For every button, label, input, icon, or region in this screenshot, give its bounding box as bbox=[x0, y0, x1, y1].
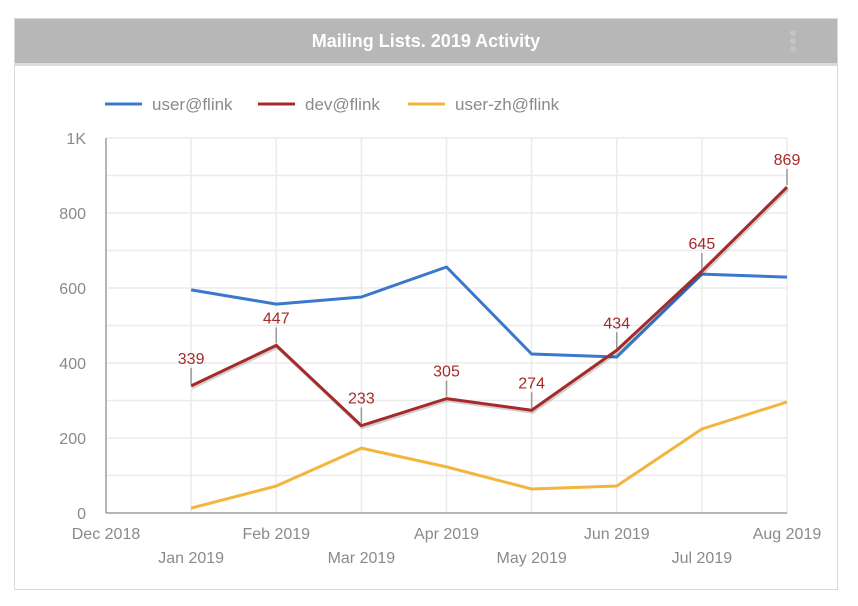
series-line-dev-flink bbox=[190, 186, 789, 428]
data-label: 434 bbox=[603, 315, 630, 332]
legend-label: user@flink bbox=[152, 95, 233, 114]
y-tick-label: 0 bbox=[77, 506, 86, 523]
data-label: 233 bbox=[348, 391, 375, 408]
data-label: 869 bbox=[774, 152, 801, 169]
y-tick-label: 200 bbox=[59, 431, 86, 448]
legend-label: dev@flink bbox=[305, 95, 380, 114]
y-tick-label: 600 bbox=[59, 281, 86, 298]
x-tick-label: Jul 2019 bbox=[672, 550, 733, 567]
series-line-user-flink bbox=[190, 265, 788, 359]
more-vert-icon[interactable] bbox=[789, 29, 797, 55]
x-tick-label: Aug 2019 bbox=[753, 526, 822, 543]
x-tick-label: Apr 2019 bbox=[414, 526, 479, 543]
x-tick-label: Dec 2018 bbox=[72, 526, 141, 543]
data-label: 339 bbox=[178, 351, 205, 368]
x-tick-label: Feb 2019 bbox=[242, 526, 310, 543]
data-label: 645 bbox=[689, 236, 716, 253]
series-line-shadow bbox=[191, 188, 790, 430]
y-tick-label: 400 bbox=[59, 356, 86, 373]
data-label: 274 bbox=[518, 375, 545, 392]
x-tick-label: May 2019 bbox=[496, 550, 566, 567]
series-line-user-zh-flink bbox=[190, 400, 788, 510]
x-tick-label: Mar 2019 bbox=[328, 550, 396, 567]
data-label: 447 bbox=[263, 310, 290, 327]
x-tick-label: Jun 2019 bbox=[584, 526, 650, 543]
data-label: 305 bbox=[433, 364, 460, 381]
y-tick-label: 800 bbox=[59, 206, 86, 223]
chart-header: Mailing Lists. 2019 Activity bbox=[15, 19, 837, 66]
chart-card: Mailing Lists. 2019 Activity bbox=[14, 18, 838, 590]
legend-label: user-zh@flink bbox=[455, 95, 560, 114]
y-tick-label: 1K bbox=[66, 131, 86, 148]
x-tick-label: Jan 2019 bbox=[158, 550, 224, 567]
chart-title: Mailing Lists. 2019 Activity bbox=[311, 31, 541, 51]
